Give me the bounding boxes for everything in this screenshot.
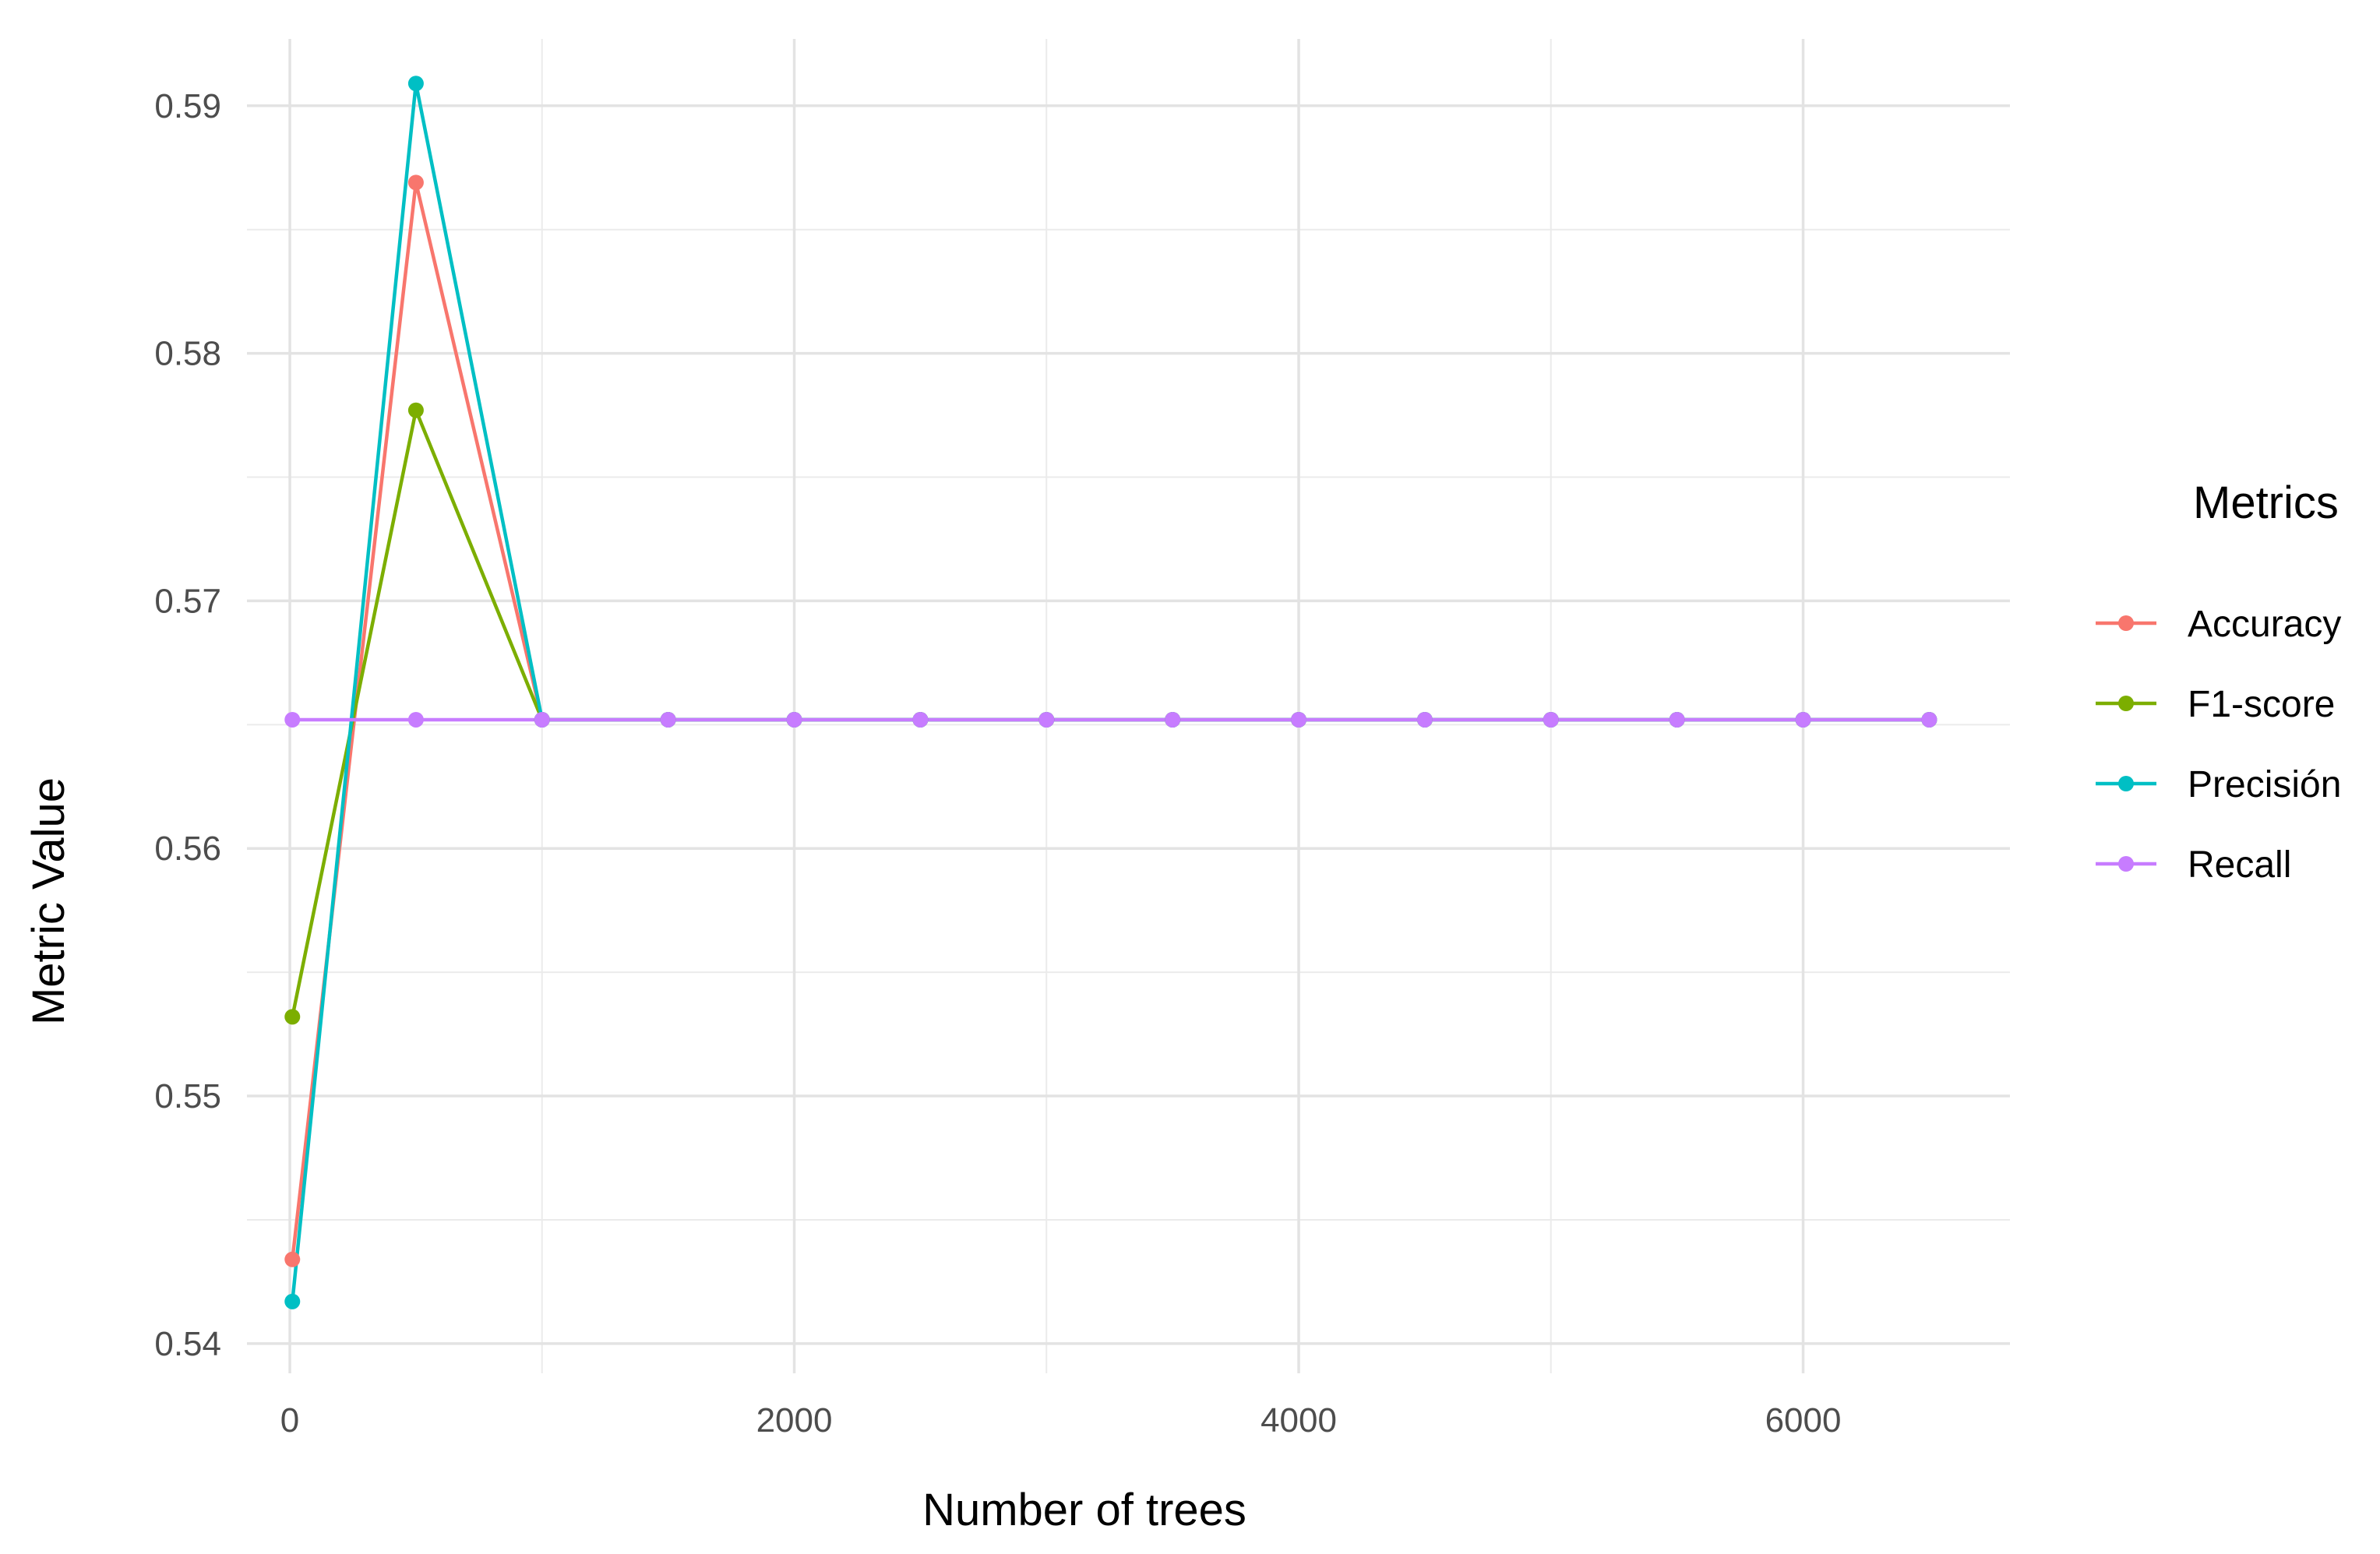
data-point-precisi-n [284,1293,301,1309]
data-point-recall [1543,711,1559,728]
legend-label-recall: Recall [2188,844,2291,886]
y-tick-label: 0.54 [154,1325,221,1363]
legend-key-point [2118,776,2134,791]
y-axis-ticks: 0.54 0.55 0.56 0.57 0.58 0.59 [154,87,221,1363]
x-tick-label: 4000 [1261,1401,1337,1439]
data-point-recall [407,711,424,728]
x-axis-title: Number of trees [922,1485,1246,1535]
x-tick-label: 2000 [756,1401,833,1439]
data-point-recall [660,711,676,728]
legend-key-point [2118,615,2134,631]
data-point-precisi-n [407,76,424,92]
series-layer [284,76,1937,1309]
data-point-recall [786,711,802,728]
x-axis-ticks: 0 2000 4000 6000 [280,1401,1842,1439]
y-tick-label: 0.55 [154,1077,221,1115]
data-point-recall [1416,711,1433,728]
data-point-recall [1165,711,1181,728]
legend-label-precisi-n: Precisión [2188,764,2341,805]
data-point-f1-score [284,1009,301,1025]
major-gridlines [247,39,2010,1373]
data-point-recall [912,711,929,728]
x-tick-label: 6000 [1765,1401,1842,1439]
legend-key-point [2118,696,2134,711]
legend: Metrics Accuracy F1-score Precisión Recall [2096,477,2341,886]
y-tick-label: 0.57 [154,582,221,620]
data-point-recall [1038,711,1055,728]
y-tick-label: 0.58 [154,335,221,373]
legend-label-accuracy: Accuracy [2188,604,2341,645]
data-point-accuracy [407,174,424,191]
data-point-recall [1291,711,1307,728]
data-point-f1-score [407,402,424,418]
legend-key-f1-score [2096,696,2156,711]
legend-key-accuracy [2096,615,2156,631]
legend-items: Accuracy F1-score Precisión Recall [2096,604,2341,886]
data-point-recall [284,711,301,728]
legend-title: Metrics [2193,477,2339,528]
legend-key-point [2118,856,2134,872]
data-point-recall [534,711,550,728]
data-point-recall [1795,711,1811,728]
y-tick-label: 0.59 [154,87,221,125]
x-tick-label: 0 [280,1401,299,1439]
minor-gridlines [247,39,2010,1373]
series-line-precisi-n [291,81,1930,1302]
data-point-recall [1921,711,1937,728]
legend-key-recall [2096,856,2156,872]
y-axis-title: Metric Value [23,777,74,1025]
data-point-accuracy [284,1251,301,1267]
legend-label-f1-score: F1-score [2188,684,2335,725]
y-tick-label: 0.56 [154,830,221,868]
legend-key-precisi-n [2096,776,2156,791]
data-point-recall [1669,711,1685,728]
